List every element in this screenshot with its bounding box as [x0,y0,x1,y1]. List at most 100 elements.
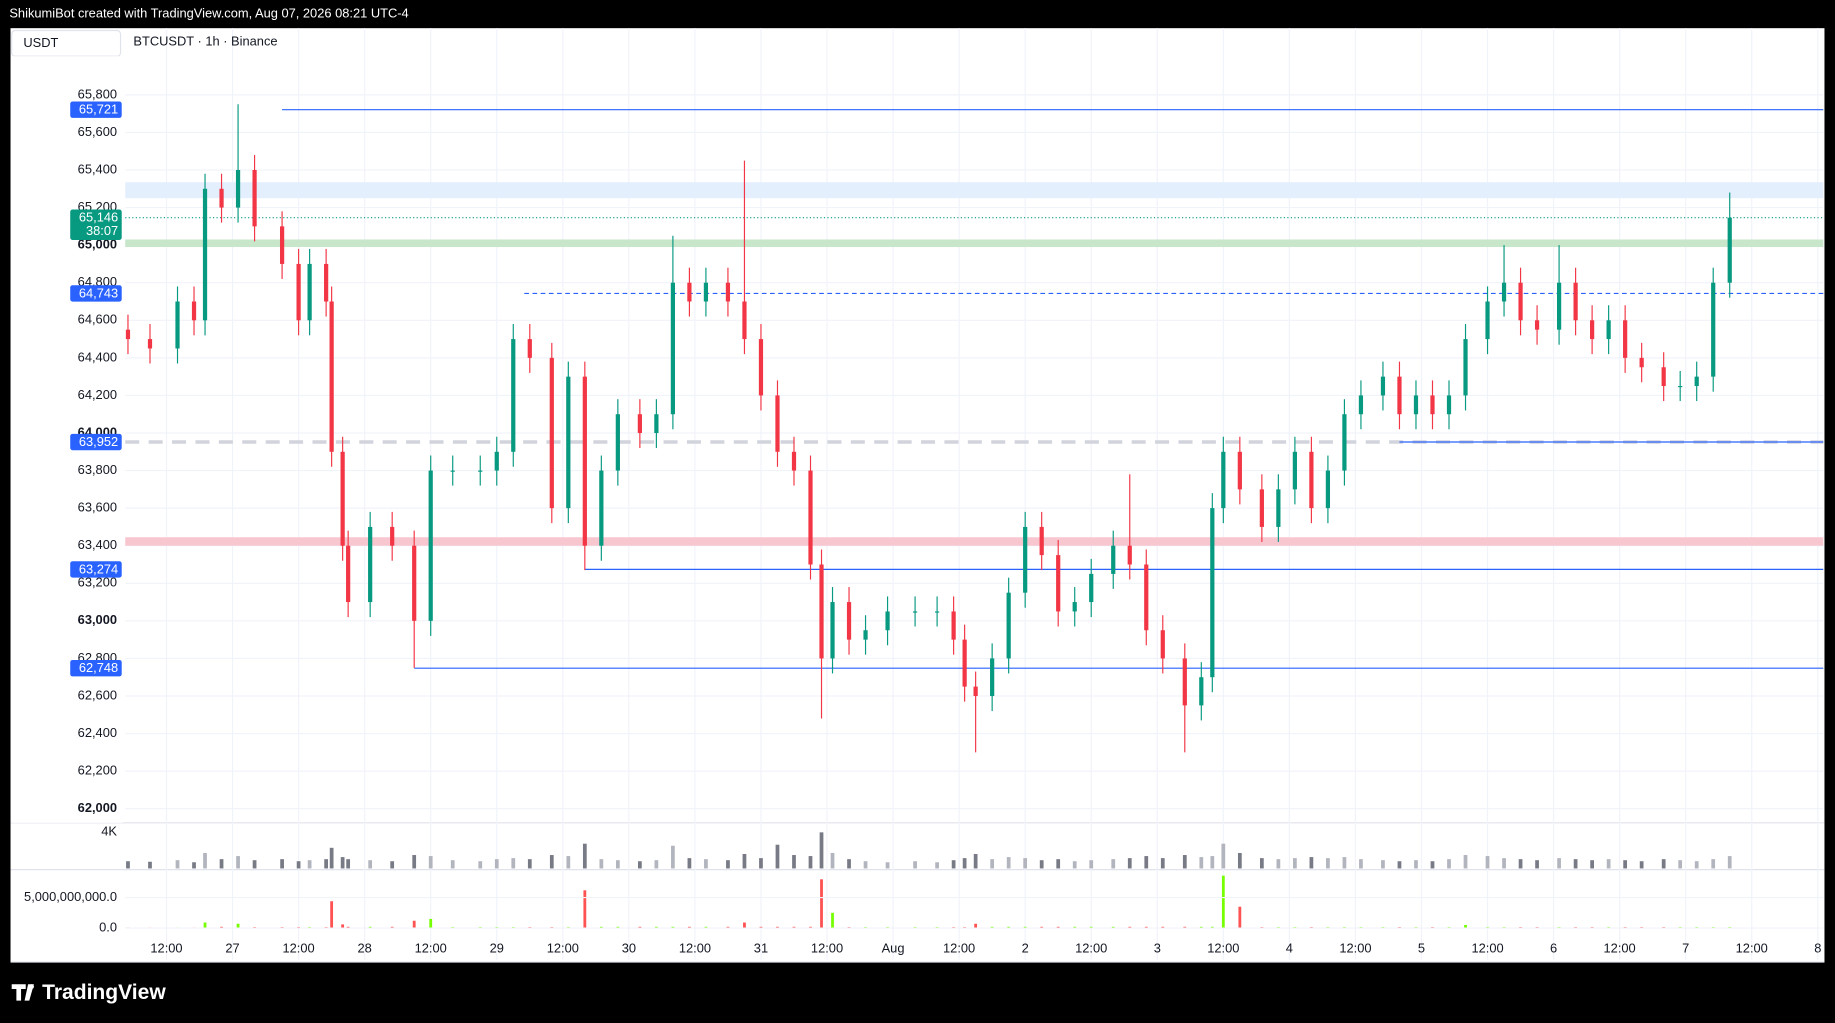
flow-bar [743,922,746,929]
volume-bar [1661,859,1666,869]
y-tick-label: 63,200 [78,575,117,590]
volume-bar [280,859,284,869]
flow-bar [1056,926,1060,929]
candle-body [1237,451,1242,490]
volume-bar [654,860,659,869]
candle-body [1518,282,1523,321]
x-tick-label: 7 [1682,941,1689,956]
flow-bar [809,926,812,929]
volume-bar [1293,858,1297,869]
flow-bar [776,926,779,929]
volume-bar [808,856,813,869]
candle-body [637,414,642,433]
candle-body [1292,451,1297,490]
candle-body [1309,451,1314,509]
volume-bar [1144,856,1149,869]
y-tick-label: 63,400 [78,537,117,552]
flow-bar [688,926,691,929]
volume-bar [527,859,532,869]
volume-bar [549,855,554,869]
candle-body [615,414,620,471]
candle-body [808,470,813,565]
candle-body [1210,508,1215,678]
volume-bar [1727,856,1732,869]
volume-bar [1623,860,1628,869]
candle-body [1023,526,1028,593]
candle-body [990,658,995,696]
volume-bar [192,862,196,869]
y-tick-label: 65,400 [78,161,117,176]
candle-body [703,282,709,302]
candle-body [863,630,868,640]
x-tick-label: 12:00 [415,941,447,956]
x-tick-label: 28 [358,941,372,956]
volume-bar [511,858,516,869]
x-tick-label: 12:00 [1736,941,1768,956]
volume-bar [1182,855,1187,869]
candle-body [368,526,373,603]
price-tag-label: 62,748 [79,660,118,675]
candle-body [846,602,852,640]
candle-body [1111,545,1116,574]
flow-bar [1128,926,1132,929]
flow-bar [726,926,730,929]
y-tick-label: 64,200 [78,387,117,402]
flow-bar [1183,926,1187,929]
candle-body [1089,573,1094,603]
candle-body [654,414,659,433]
flow-bar [346,926,350,929]
volume-bar [1639,861,1644,869]
volume-bar [236,856,240,869]
y-tick-label: 63,000 [78,612,117,627]
volume-bar [599,859,604,869]
x-tick-label: 5 [1418,941,1425,956]
volume-bar [252,860,257,869]
volume-bar [1590,860,1594,869]
volume-bar [1694,861,1699,869]
flow-bar [390,926,394,929]
volume-bar [1573,859,1578,869]
flow-bar [1144,926,1148,929]
chart-panel [10,28,1825,963]
candle-body [725,282,731,302]
flow-bar [412,920,416,929]
y-tick-label: 62,600 [78,687,117,702]
y-tick-label: 62,400 [78,725,117,740]
candle-body [1056,555,1061,612]
zone-band [125,537,1824,546]
volume-bar [329,847,334,869]
candle-body [296,263,301,321]
candle-body [599,470,604,546]
x-tick-label: 29 [490,941,504,956]
volume-bar [1221,843,1226,869]
candle-body [549,357,554,509]
flow-bar [974,923,978,929]
x-tick-label: 4 [1286,941,1293,956]
price-tag [70,659,122,677]
flow-bar [1007,926,1011,929]
flow-bar [616,926,620,929]
candle-body [527,339,532,358]
candle-body [279,226,285,264]
last-price-label: 65,146 [79,210,118,225]
candle-body [511,339,516,452]
volume-bar [1276,859,1281,869]
y-tick-label: 62,200 [78,763,117,778]
candle-body [687,282,692,302]
currency: USDT [23,35,58,50]
price-tag [70,285,122,302]
volume-bar [962,858,967,869]
x-tick-label: 12:00 [1075,941,1107,956]
candle-body [1342,414,1347,471]
y-tick-label: 64,400 [78,349,117,364]
candle-body [1430,395,1435,415]
volume-bar [1127,858,1132,869]
candle-body [147,339,153,349]
volume-bar [203,852,207,869]
candle-body [1072,602,1077,612]
candle-body [340,451,345,546]
y-tick-label: 65,800 [78,86,117,101]
price-tag [70,561,122,578]
volume-bar [1111,859,1116,869]
